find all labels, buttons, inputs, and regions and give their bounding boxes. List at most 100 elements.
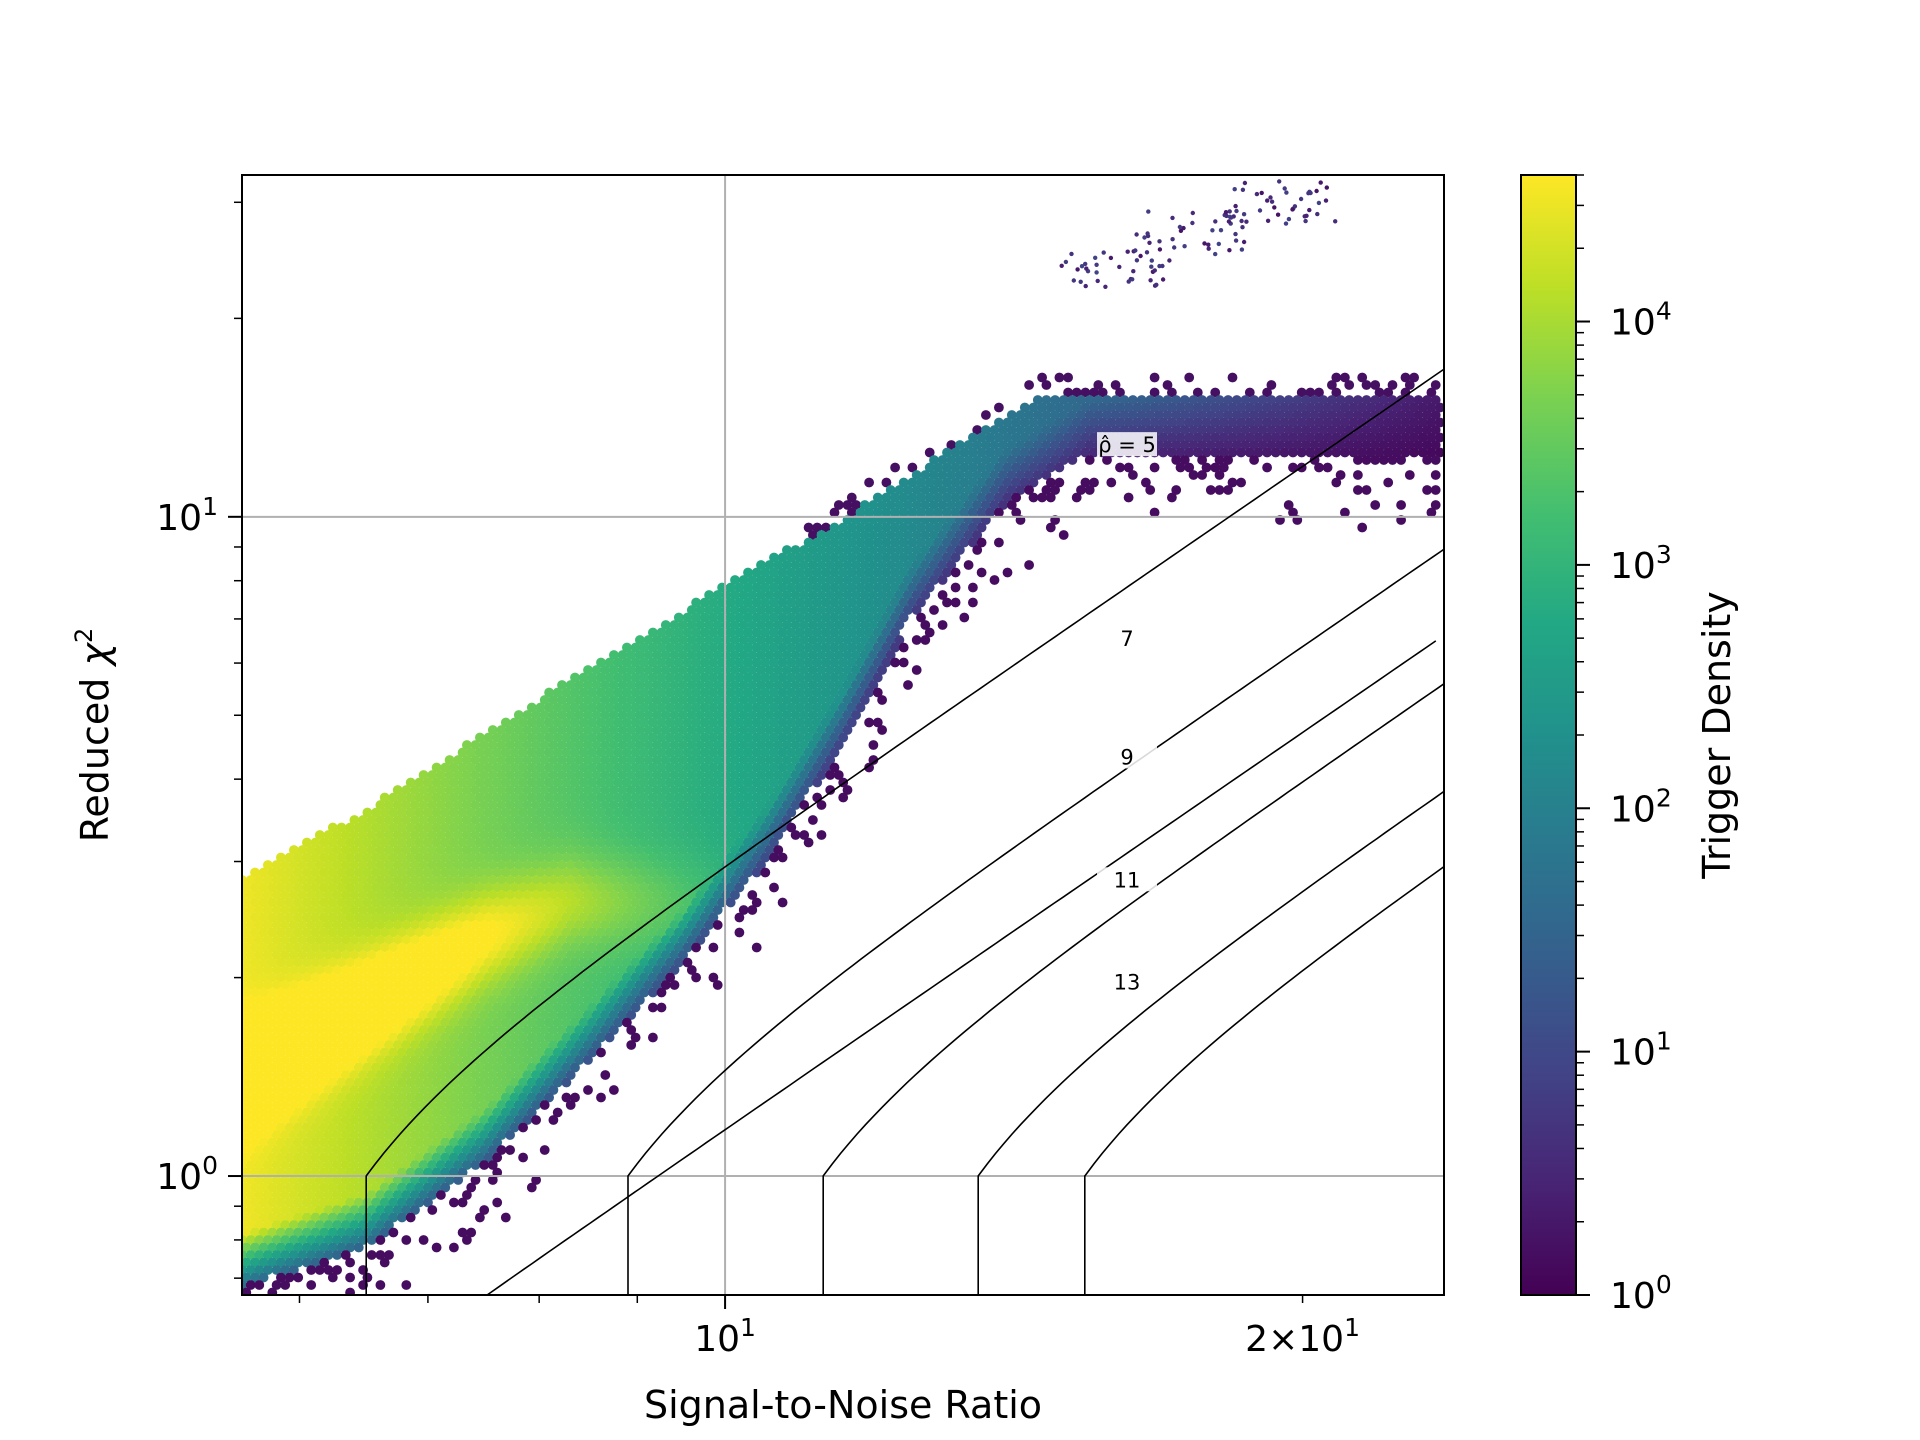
density-cell xyxy=(769,627,779,638)
density-cell xyxy=(747,695,758,705)
density-cell xyxy=(955,500,965,510)
density-cell xyxy=(799,545,810,555)
density-cell xyxy=(738,725,749,735)
density-cell xyxy=(937,590,948,600)
density-cell xyxy=(868,590,879,600)
density-cell xyxy=(764,590,775,600)
y-tick-label: 101 xyxy=(156,492,218,539)
density-cell xyxy=(872,672,883,683)
density-cell xyxy=(1240,410,1251,420)
density-cell xyxy=(626,1040,637,1050)
tail-trigger xyxy=(1265,218,1271,223)
density-cell xyxy=(699,687,710,698)
density-cell xyxy=(842,695,853,705)
density-cell xyxy=(561,717,572,728)
tail-trigger xyxy=(1303,218,1308,224)
density-cell xyxy=(1404,380,1415,390)
density-cell xyxy=(1119,410,1130,420)
density-cell xyxy=(678,650,688,660)
density-cell xyxy=(890,657,900,668)
tail-trigger xyxy=(1154,282,1159,287)
density-cell xyxy=(821,612,831,623)
density-cell xyxy=(760,597,771,608)
density-cell xyxy=(699,717,710,728)
density-cell xyxy=(622,642,632,653)
density-cell xyxy=(881,537,892,548)
density-cell xyxy=(864,657,874,668)
tail-trigger xyxy=(1160,277,1166,282)
density-cell xyxy=(1054,402,1065,413)
density-cell xyxy=(1067,410,1078,420)
density-cell xyxy=(786,612,797,623)
tail-trigger xyxy=(1172,245,1177,250)
density-cell xyxy=(656,687,667,698)
density-cell xyxy=(773,710,784,720)
density-cell xyxy=(1404,470,1415,480)
density-cell xyxy=(1167,447,1177,458)
density-cell xyxy=(1037,492,1047,503)
density-cell xyxy=(1223,395,1233,405)
density-cell xyxy=(1184,402,1195,413)
density-cell xyxy=(630,732,641,743)
density-cell xyxy=(799,635,810,645)
density-cell xyxy=(989,440,1000,450)
density-cell xyxy=(1353,410,1363,420)
density-cell xyxy=(846,642,857,653)
density-cell xyxy=(635,680,645,690)
density-cell xyxy=(747,650,758,660)
tail-trigger xyxy=(1202,241,1207,246)
density-cell xyxy=(617,695,628,705)
density-cell xyxy=(1171,440,1182,450)
density-cell xyxy=(721,665,732,675)
tail-trigger xyxy=(1333,219,1338,224)
density-cell xyxy=(903,590,913,600)
density-cell xyxy=(1404,425,1415,435)
density-cell xyxy=(1071,492,1082,503)
tail-trigger xyxy=(1170,215,1175,221)
density-cell xyxy=(838,702,849,713)
density-cell xyxy=(699,627,710,638)
density-cell xyxy=(877,530,887,540)
density-cell xyxy=(838,717,849,728)
density-cell xyxy=(985,492,996,503)
density-cell xyxy=(799,560,810,570)
density-cell xyxy=(1058,395,1069,405)
density-cell xyxy=(1067,455,1078,465)
density-cell xyxy=(881,582,892,593)
density-cell xyxy=(1314,402,1324,413)
density-cell xyxy=(782,590,792,600)
density-cell xyxy=(1357,402,1368,413)
density-cell xyxy=(1435,432,1444,443)
tail-trigger xyxy=(1206,246,1211,251)
density-cell xyxy=(734,612,745,623)
density-cell xyxy=(730,710,740,720)
density-cell xyxy=(1231,395,1242,405)
density-cell xyxy=(544,702,554,713)
density-cell xyxy=(838,642,849,653)
density-cell xyxy=(721,695,732,705)
density-cell xyxy=(816,635,827,645)
density-cell xyxy=(777,657,788,668)
density-cell xyxy=(1322,402,1333,413)
density-cell xyxy=(1080,402,1091,413)
density-cell xyxy=(596,702,606,713)
density-cell xyxy=(1201,462,1212,473)
density-cell xyxy=(1205,425,1216,435)
density-cell xyxy=(1244,402,1255,413)
density-cell xyxy=(842,560,853,570)
density-cell xyxy=(712,635,723,645)
density-cell xyxy=(656,987,667,998)
density-cell xyxy=(833,710,844,720)
density-cell xyxy=(803,672,814,683)
density-cell xyxy=(976,432,987,443)
density-cell xyxy=(626,710,637,720)
density-cell xyxy=(1171,425,1182,435)
density-cell xyxy=(1184,432,1195,443)
density-cell xyxy=(808,560,818,570)
density-cell xyxy=(1292,425,1303,435)
density-cell xyxy=(665,672,676,683)
density-cell xyxy=(1348,432,1359,443)
density-cell xyxy=(648,987,658,998)
density-cell xyxy=(764,725,775,735)
density-cell xyxy=(924,627,935,638)
